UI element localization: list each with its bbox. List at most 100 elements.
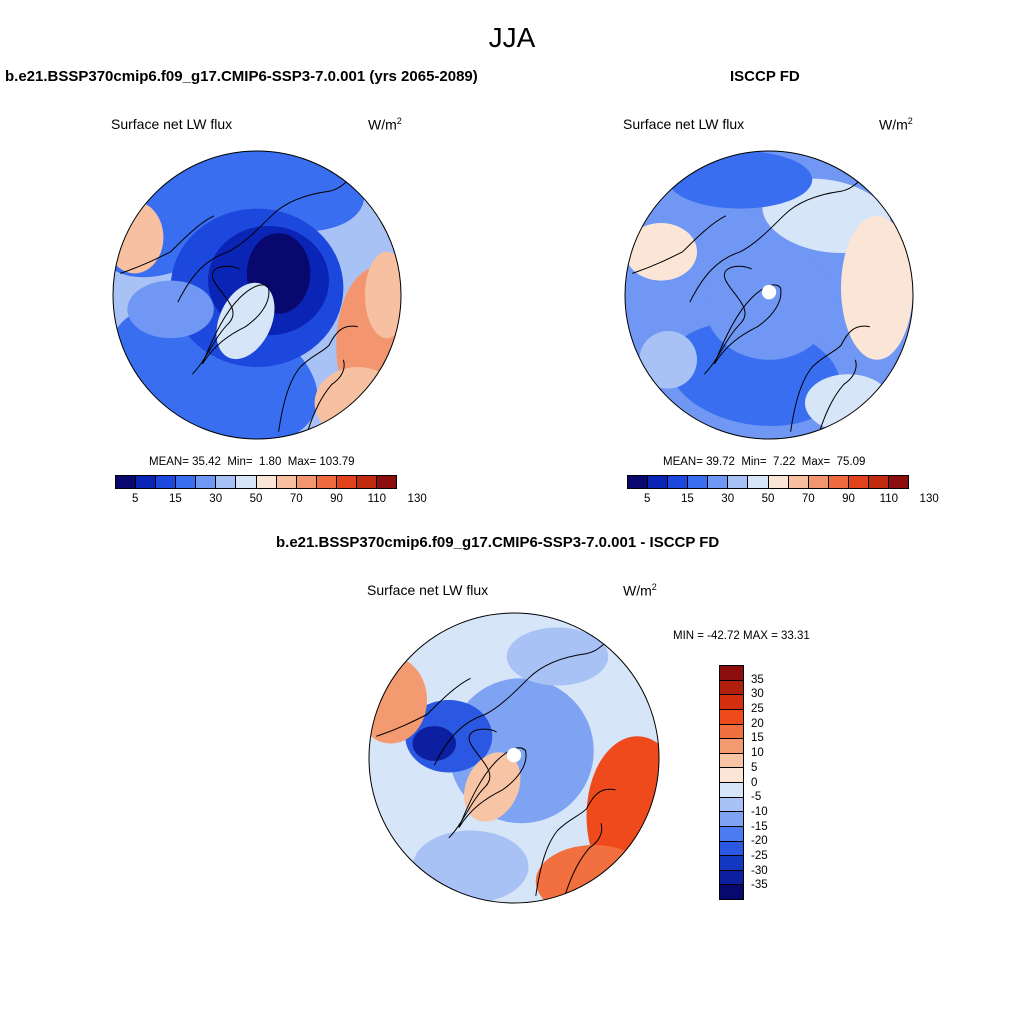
diff-colorbar-tick-label: 10 — [751, 747, 764, 760]
obs-colorbar-tick-label: 30 — [721, 493, 735, 505]
model-colorbar-tick-label: 15 — [169, 493, 182, 505]
map-contour-region — [841, 215, 913, 360]
obs-colorbar-tick-label: 50 — [761, 493, 775, 505]
model-colorbar-swatch — [377, 476, 397, 488]
model-colorbar-swatch — [256, 476, 277, 488]
map-field — [113, 151, 401, 439]
map-contour-region — [668, 151, 813, 209]
map-contour-region — [535, 845, 652, 903]
obs-colorbar-swatch — [688, 476, 709, 488]
diff-minmax: MIN = -42.72 MAX = 33.31 — [673, 630, 810, 642]
obs-colorbar-swatch — [648, 476, 669, 488]
model-colorbar-swatch — [276, 476, 297, 488]
coastline — [448, 728, 497, 839]
diff-variable-label: Surface net LW flux — [367, 582, 489, 598]
diff-colorbar-swatch — [720, 695, 743, 710]
obs-colorbar-swatch — [848, 476, 869, 488]
coastline — [535, 788, 616, 896]
obs-colorbar-swatch — [728, 476, 749, 488]
model-colorbar-tick-label: 90 — [330, 493, 343, 505]
coastline — [120, 215, 215, 274]
obs-panel-title: ISCCP FD — [730, 68, 800, 85]
diff-colorbar-tick-label: -15 — [751, 820, 768, 833]
obs-colorbar-tick-label: 70 — [801, 493, 815, 505]
map-contour-region — [464, 752, 521, 822]
map-contour-region — [625, 223, 697, 281]
diff-colorbar-swatch — [720, 812, 743, 827]
model-colorbar-swatch — [336, 476, 357, 488]
diff-colorbar-tick-label: -5 — [751, 791, 762, 804]
map-contour-region — [412, 830, 529, 903]
coastline — [790, 325, 870, 432]
model-colorbar-swatch — [116, 476, 137, 488]
map-field — [369, 613, 659, 903]
obs-colorbar-swatch — [708, 476, 729, 488]
map-contour-region — [704, 244, 834, 360]
diff-colorbar-swatch — [720, 797, 743, 813]
map-contour-region — [805, 374, 892, 432]
diff-colorbar-swatch — [720, 753, 743, 769]
model-colorbar-swatch — [356, 476, 378, 488]
model-stats: MEAN= 35.42 Min= 1.80 Max= 103.79 — [149, 456, 355, 468]
diff-colorbar-swatch — [720, 783, 743, 798]
map-contour-region — [412, 726, 456, 761]
model-units-label: W/m2 — [368, 116, 402, 133]
model-colorbar-tick-label: 110 — [367, 493, 387, 505]
obs-colorbar: 5 15 30 50 70 90 110 130 — [627, 475, 939, 507]
model-colorbar-swatch — [196, 476, 217, 488]
obs-colorbar-tick-label: 15 — [681, 493, 694, 505]
model-colorbar-tick-label: 50 — [249, 493, 263, 505]
map-contour-region — [314, 367, 401, 439]
obs-units-label: W/m2 — [879, 116, 913, 133]
figure-season-title: JJA — [488, 22, 536, 53]
coastline — [632, 215, 727, 274]
diff-colorbar-tick-label: -10 — [751, 805, 768, 818]
diff-colorbar-tick-label: -25 — [751, 849, 768, 862]
obs-colorbar-swatch — [868, 476, 890, 488]
coastline — [278, 325, 358, 432]
obs-colorbar-swatch — [768, 476, 789, 488]
model-colorbar-tick-label: 5 — [131, 493, 139, 505]
diff-colorbar-tick-label: 30 — [751, 688, 764, 701]
diff-colorbar-tick-label: -30 — [751, 864, 768, 877]
diff-colorbar-swatch — [720, 841, 743, 857]
model-polar-map — [112, 150, 402, 440]
obs-colorbar-swatch — [748, 476, 769, 488]
obs-colorbar-swatch — [808, 476, 829, 488]
obs-stats: MEAN= 39.72 Min= 7.22 Max= 75.09 — [663, 456, 866, 468]
model-variable-label: Surface net LW flux — [111, 116, 233, 132]
map-contour-region — [506, 627, 609, 686]
diff-colorbar — [719, 665, 744, 900]
diff-panel-title: b.e21.BSSP370cmip6.f09_g17.CMIP6-SSP3-7.… — [276, 534, 720, 551]
diff-colorbar-swatch — [720, 724, 743, 740]
obs-colorbar-swatch — [889, 476, 909, 488]
diff-colorbar-tick-label: -20 — [751, 835, 768, 848]
diff-colorbar-ticks: 35 30 25 20 15 10 5 0 -5 -10 -15 -20 -25 -30 -35 — [751, 665, 791, 900]
diff-colorbar-swatch — [720, 666, 743, 681]
pole-missing-data — [761, 284, 777, 300]
model-colorbar: 5 15 30 50 70 90 110 130 — [115, 475, 427, 507]
diff-polar-map — [368, 612, 660, 904]
obs-variable-label: Surface net LW flux — [623, 116, 745, 132]
model-colorbar-swatch — [296, 476, 317, 488]
map-contour-region — [365, 251, 401, 339]
coastline — [689, 165, 874, 303]
model-colorbar-swatch — [156, 476, 177, 488]
model-colorbar-swatch — [216, 476, 237, 488]
map-contour-region — [639, 331, 697, 389]
diff-units-label: W/m2 — [623, 582, 657, 599]
obs-colorbar-tick-label: 130 — [919, 493, 939, 505]
model-panel-title: b.e21.BSSP370cmip6.f09_g17.CMIP6-SSP3-7.… — [5, 68, 478, 85]
model-colorbar-tick-label: 130 — [407, 493, 427, 505]
obs-colorbar-swatch — [668, 476, 689, 488]
diff-colorbar-swatch — [720, 870, 743, 886]
obs-colorbar-swatch — [828, 476, 849, 488]
diff-colorbar-swatch — [720, 885, 743, 899]
model-colorbar-swatch — [316, 476, 337, 488]
map-contour-region — [113, 201, 164, 274]
diff-colorbar-swatch — [720, 856, 743, 871]
obs-polar-map — [624, 150, 914, 440]
coastline — [177, 165, 362, 303]
diff-colorbar-tick-label: 25 — [751, 703, 764, 716]
diff-colorbar-tick-label: 35 — [751, 673, 764, 686]
